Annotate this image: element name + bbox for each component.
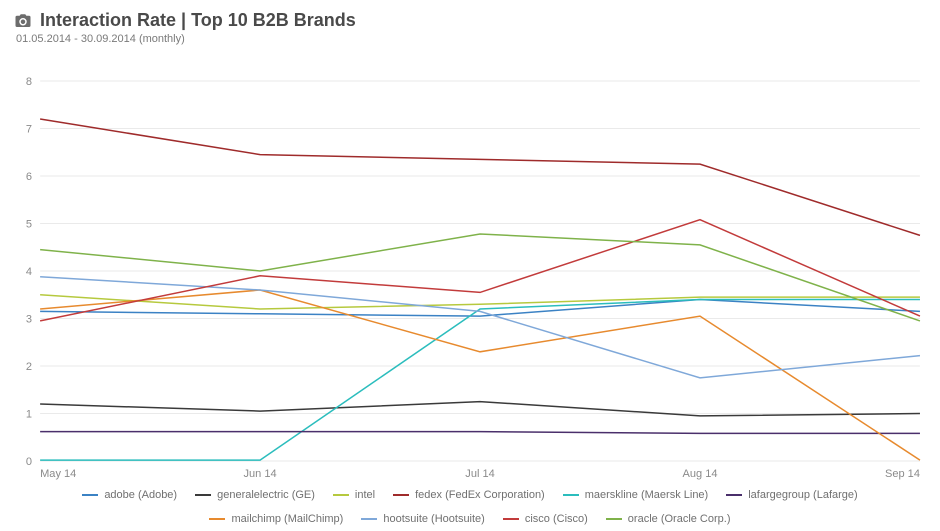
legend-label: mailchimp (MailChimp) [231,513,343,525]
legend-label: lafargegroup (Lafarge) [748,489,857,501]
legend-swatch [82,494,98,496]
legend-swatch [726,494,742,496]
legend-label: fedex (FedEx Corporation) [415,489,545,501]
svg-text:1: 1 [26,409,32,421]
series-lafargegroup [40,432,920,434]
legend-swatch [563,494,579,496]
legend-label: generalelectric (GE) [217,489,315,501]
legend-swatch [333,494,349,496]
legend-swatch [361,518,377,520]
series-maerskline [40,300,920,461]
legend-item-intel[interactable]: intel [333,489,375,501]
svg-text:3: 3 [26,314,32,326]
chart-legend: adobe (Adobe) generalelectric (GE) intel fe… [0,489,940,525]
camera-icon [14,12,32,30]
svg-text:0: 0 [26,456,32,468]
legend-label: cisco (Cisco) [525,513,588,525]
series-adobe [40,300,920,317]
chart-subtitle: 01.05.2014 - 30.09.2014 (monthly) [16,33,926,45]
legend-item-adobe[interactable]: adobe (Adobe) [82,489,177,501]
svg-text:8: 8 [26,76,32,88]
legend-swatch [195,494,211,496]
legend-label: adobe (Adobe) [104,489,177,501]
series-oracle [40,234,920,321]
svg-text:7: 7 [26,124,32,136]
legend-label: oracle (Oracle Corp.) [628,513,731,525]
svg-text:Jun 14: Jun 14 [244,468,277,480]
series-cisco [40,220,920,321]
legend-item-generalelectric[interactable]: generalelectric (GE) [195,489,315,501]
legend-swatch [393,494,409,496]
legend-swatch [606,518,622,520]
legend-label: hootsuite (Hootsuite) [383,513,485,525]
chart-header: Interaction Rate | Top 10 B2B Brands [14,10,926,31]
chart-title: Interaction Rate | Top 10 B2B Brands [40,10,356,31]
legend-item-oracle[interactable]: oracle (Oracle Corp.) [606,513,731,525]
legend-item-lafargegroup[interactable]: lafargegroup (Lafarge) [726,489,857,501]
legend-item-hootsuite[interactable]: hootsuite (Hootsuite) [361,513,485,525]
legend-item-mailchimp[interactable]: mailchimp (MailChimp) [209,513,343,525]
chart-area: 0 1 2 3 4 5 6 7 8 May 14 Jun 14 Jul 14 Aug 14 Sep 14 [12,56,928,483]
line-chart: 0 1 2 3 4 5 6 7 8 May 14 Jun 14 Jul 14 Aug 14 Sep 14 [12,56,928,483]
svg-text:6: 6 [26,171,32,183]
legend-swatch [209,518,225,520]
svg-text:May 14: May 14 [40,468,76,480]
legend-item-maerskline[interactable]: maerskline (Maersk Line) [563,489,708,501]
legend-item-cisco[interactable]: cisco (Cisco) [503,513,588,525]
svg-text:5: 5 [26,219,32,231]
legend-label: intel [355,489,375,501]
svg-text:Aug 14: Aug 14 [683,468,718,480]
svg-text:4: 4 [26,266,32,278]
legend-swatch [503,518,519,520]
series-fedex [40,119,920,235]
legend-label: maerskline (Maersk Line) [585,489,708,501]
svg-text:Sep 14: Sep 14 [885,468,920,480]
legend-item-fedex[interactable]: fedex (FedEx Corporation) [393,489,545,501]
svg-text:Jul 14: Jul 14 [465,468,494,480]
svg-text:2: 2 [26,361,32,373]
